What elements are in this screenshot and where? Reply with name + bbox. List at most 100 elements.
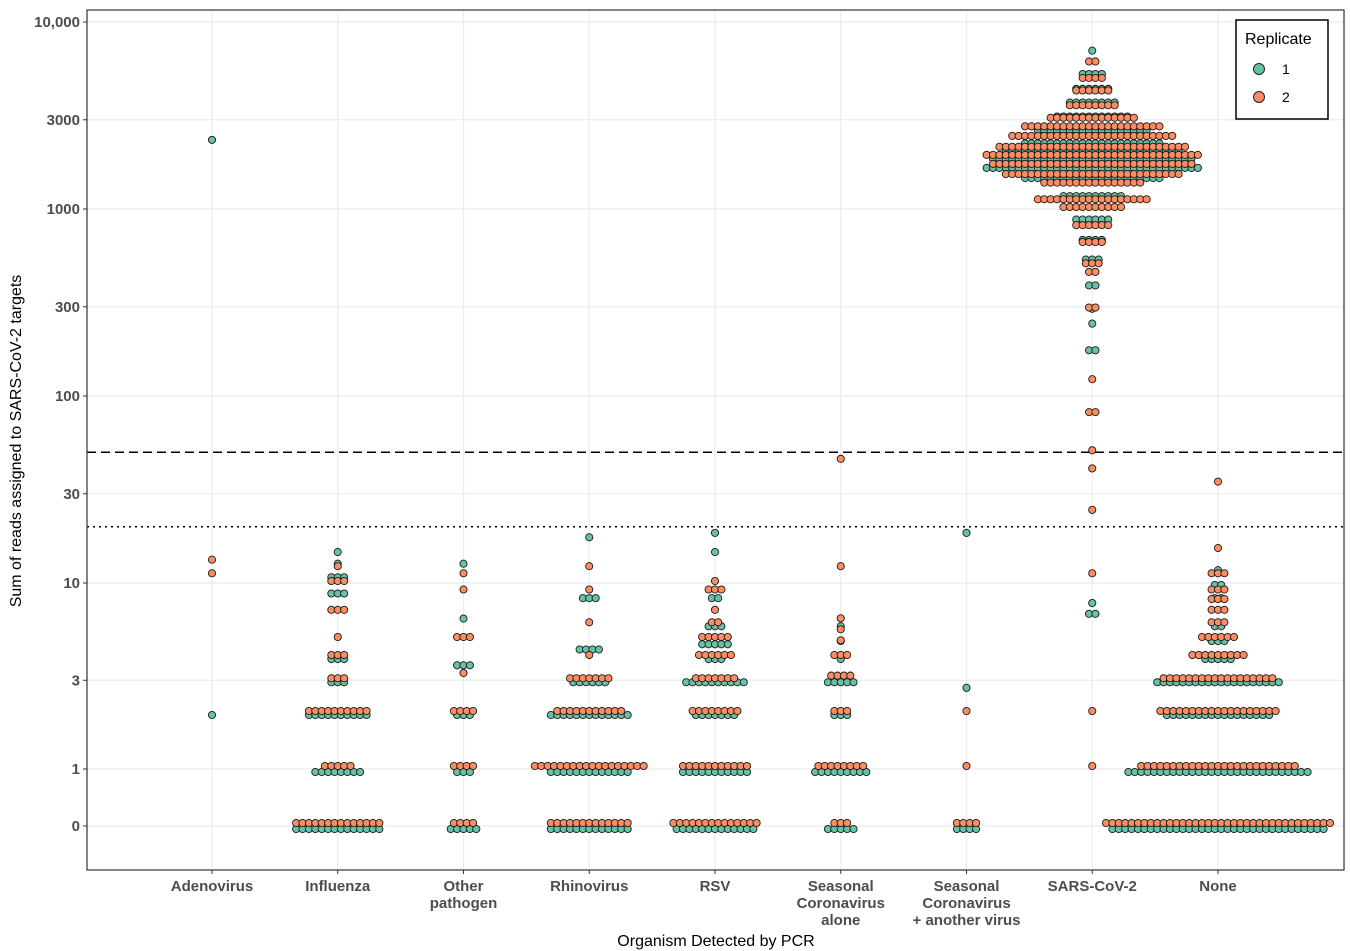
data-point-replicate-2 xyxy=(1088,706,1097,716)
data-point-replicate-2 xyxy=(836,454,845,463)
data-point-replicate-2 xyxy=(1213,477,1223,486)
data-point-replicate-2 xyxy=(585,562,594,571)
y-tick-label: 0 xyxy=(72,818,80,835)
data-point-replicate-2 xyxy=(1229,632,1239,642)
data-point-replicate-2 xyxy=(752,818,761,828)
data-point-replicate-2 xyxy=(1271,706,1280,716)
data-point-replicate-2 xyxy=(1268,674,1277,683)
x-tick-label: Rhinovirus xyxy=(550,878,628,895)
grid-lines xyxy=(87,10,1344,870)
y-axis-ticks: 0 1 3 10 30 100 300 1000 3000 10,000 xyxy=(34,14,87,835)
data-point-replicate-1 xyxy=(459,614,468,623)
x-tick-label: Adenovirus xyxy=(171,878,254,895)
data-point-replicate-2 xyxy=(836,636,845,645)
data-point-replicate-2 xyxy=(1220,618,1229,627)
x-tick-label: RSV xyxy=(700,878,731,895)
data-point-replicate-2 xyxy=(340,605,349,614)
data-point-replicate-1 xyxy=(849,824,858,834)
data-point-replicate-2 xyxy=(733,706,742,716)
data-point-replicate-2 xyxy=(1220,569,1229,578)
data-point-replicate-1 xyxy=(1303,767,1312,777)
data-point-replicate-2 xyxy=(1088,446,1097,455)
legend-label-replicate-2: 2 xyxy=(1282,89,1290,105)
data-point-replicate-2 xyxy=(859,761,868,771)
legend: Replicate 1 2 xyxy=(1235,19,1329,120)
data-point-replicate-2 xyxy=(962,706,971,716)
data-point-replicate-1 xyxy=(723,640,732,649)
y-tick-label: 1 xyxy=(72,761,80,778)
data-point-replicate-2 xyxy=(207,555,217,564)
legend-key-replicate-2 xyxy=(1253,91,1265,103)
data-point-replicate-2 xyxy=(604,674,613,683)
data-point-replicate-2 xyxy=(717,585,726,594)
data-point-replicate-1 xyxy=(1274,678,1283,687)
data-point-replicate-2 xyxy=(1290,761,1299,771)
data-point-replicate-2 xyxy=(836,614,845,623)
data-point-replicate-2 xyxy=(1220,585,1229,594)
x-tick-label: SARS-CoV-2 xyxy=(1048,878,1137,895)
data-point-replicate-2 xyxy=(726,650,736,660)
data-point-replicate-1 xyxy=(1088,46,1097,55)
data-point-replicate-1 xyxy=(591,594,600,603)
data-point-replicate-2 xyxy=(585,650,594,660)
data-point-replicate-2 xyxy=(836,562,845,571)
legend-box xyxy=(1235,19,1329,120)
data-point-replicate-2 xyxy=(585,585,594,594)
data-point-replicate-1 xyxy=(623,710,632,720)
y-tick-label: 10 xyxy=(63,575,80,592)
data-point-replicate-2 xyxy=(843,706,852,716)
data-point-replicate-2 xyxy=(617,706,626,716)
data-point-replicate-2 xyxy=(714,618,723,627)
x-axis-ticks: Adenovirus Influenza Other pathogen Rhinovir… xyxy=(171,870,1237,929)
data-point-replicate-2 xyxy=(1187,159,1196,168)
data-point-replicate-2 xyxy=(1091,57,1100,66)
data-point-replicate-2 xyxy=(459,569,468,578)
data-point-replicate-1 xyxy=(594,645,603,654)
data-point-replicate-1 xyxy=(962,528,971,537)
data-point-replicate-1 xyxy=(333,548,342,557)
data-point-replicate-2 xyxy=(1129,113,1138,122)
data-point-replicate-2 xyxy=(1088,569,1097,578)
data-point-replicate-2 xyxy=(1142,195,1151,204)
data-point-replicate-2 xyxy=(340,576,349,586)
data-point-replicate-2 xyxy=(843,818,852,828)
data-point-replicate-2 xyxy=(1174,170,1183,179)
data-point-replicate-2 xyxy=(1239,650,1248,660)
data-point-replicate-1 xyxy=(207,135,217,144)
data-point-replicate-2 xyxy=(469,706,478,716)
data-point-replicate-2 xyxy=(1097,73,1106,82)
data-point-replicate-2 xyxy=(207,569,217,578)
data-point-replicate-2 xyxy=(340,650,349,660)
data-point-replicate-1 xyxy=(1193,163,1202,172)
data-point-replicate-1 xyxy=(710,548,720,557)
data-point-replicate-2 xyxy=(469,818,478,828)
data-point-replicate-2 xyxy=(1213,544,1223,553)
x-tick-label: Other pathogen xyxy=(430,878,498,912)
data-point-replicate-2 xyxy=(846,671,855,680)
data-point-replicate-2 xyxy=(1220,605,1229,614)
data-point-replicate-2 xyxy=(742,761,752,771)
data-points xyxy=(207,46,1335,834)
data-point-replicate-1 xyxy=(1091,281,1100,290)
data-point-replicate-2 xyxy=(710,605,720,614)
data-point-replicate-2 xyxy=(375,818,384,828)
data-point-replicate-2 xyxy=(362,706,371,716)
data-point-replicate-2 xyxy=(1104,221,1113,230)
data-point-replicate-1 xyxy=(962,683,971,692)
data-point-replicate-2 xyxy=(1220,594,1229,604)
data-point-replicate-1 xyxy=(356,767,365,777)
data-point-replicate-2 xyxy=(1091,408,1100,417)
data-point-replicate-2 xyxy=(962,761,971,771)
x-tick-label: Influenza xyxy=(305,878,371,895)
data-point-replicate-1 xyxy=(459,559,468,568)
y-tick-label: 300 xyxy=(55,299,80,316)
data-point-replicate-2 xyxy=(1097,237,1106,247)
data-point-replicate-2 xyxy=(333,562,342,571)
data-point-replicate-2 xyxy=(730,674,739,683)
data-point-replicate-1 xyxy=(1091,609,1100,618)
data-point-replicate-1 xyxy=(207,710,217,720)
data-point-replicate-2 xyxy=(710,576,720,586)
data-point-replicate-1 xyxy=(1091,346,1100,355)
data-point-replicate-2 xyxy=(1088,464,1097,473)
